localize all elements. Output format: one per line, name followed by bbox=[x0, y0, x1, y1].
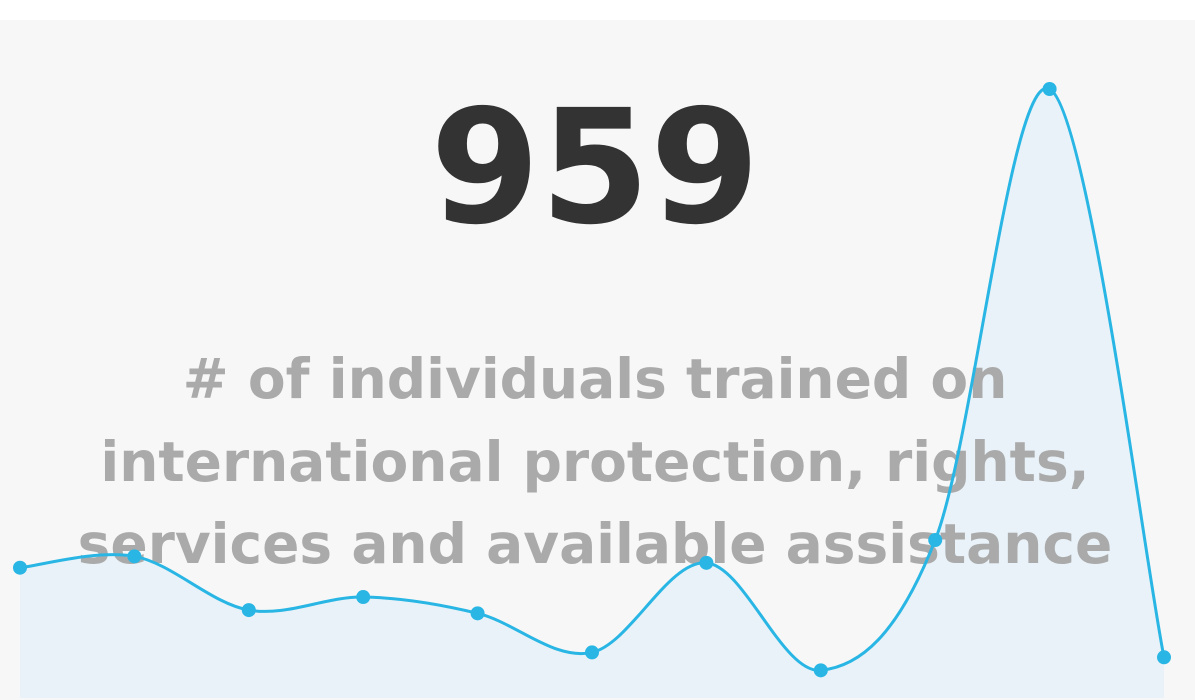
area-layer bbox=[20, 88, 1164, 699]
data-point bbox=[1157, 650, 1171, 665]
line-layer bbox=[13, 82, 1171, 678]
data-point bbox=[585, 645, 599, 660]
kpi-label-line: services and available assistance bbox=[78, 512, 1113, 576]
data-point bbox=[127, 549, 142, 564]
data-point bbox=[699, 555, 714, 570]
data-point bbox=[1042, 82, 1057, 96]
data-point bbox=[356, 590, 371, 605]
data-point bbox=[928, 533, 943, 548]
data-point bbox=[813, 663, 828, 678]
data-point bbox=[241, 603, 256, 618]
kpi-label-line: # of individuals trained on bbox=[183, 347, 1008, 411]
top-strip bbox=[0, 0, 1195, 20]
sparkline-area bbox=[20, 88, 1164, 699]
data-point bbox=[13, 560, 27, 575]
data-point bbox=[470, 606, 485, 621]
kpi-label-line: international protection, rights, bbox=[100, 430, 1089, 494]
kpi-value: 959 bbox=[430, 76, 760, 260]
